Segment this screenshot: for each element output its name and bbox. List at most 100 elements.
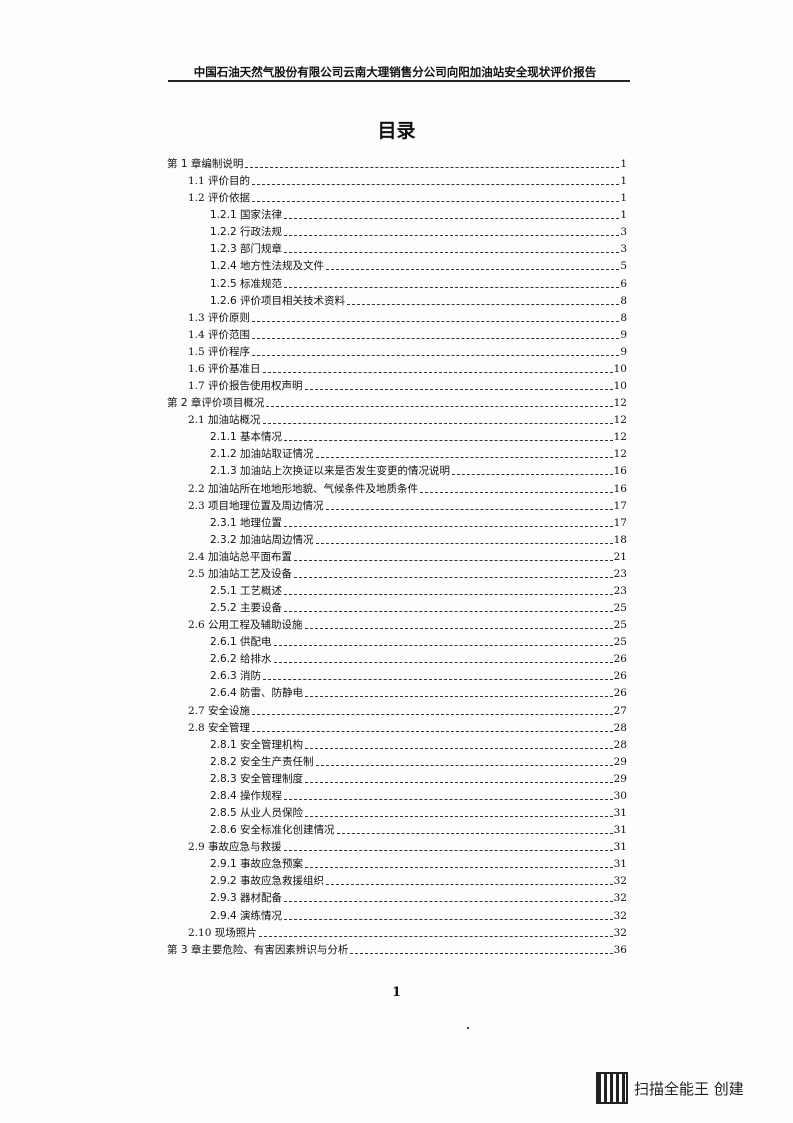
dot-leader [304, 389, 613, 391]
toc-entry-label: 第 1 章编制说明 [167, 158, 244, 170]
toc-entry-label: 2.9.1 事故应急预案 [210, 858, 304, 871]
toc-entry[interactable]: 2.10 现场照片 32 [188, 923, 627, 940]
toc-entry[interactable]: 2.3.1 地理位置 17 [210, 513, 627, 530]
toc-entry-label: 1.6 评价基准日 [188, 362, 261, 375]
toc-entry[interactable]: 2.5 加油站工艺及设备 23 [188, 564, 627, 581]
toc-entry[interactable]: 2.1.1 基本情况 12 [210, 427, 627, 444]
toc-entry[interactable]: 2.3.2 加油站周边情况 18 [210, 530, 627, 547]
toc-entry[interactable]: 2.1.3 加油站上次换证以来是否发生变更的情况说明 16 [210, 461, 627, 478]
toc-entry[interactable]: 1.2 评价依据 1 [188, 188, 627, 205]
toc-entry-label: 2.9.3 器材配备 [210, 892, 283, 905]
dot-leader [326, 269, 620, 271]
toc-entry[interactable]: 2.5.2 主要设备 25 [210, 598, 627, 615]
toc-entry[interactable]: 2.8.3 安全管理制度 29 [210, 769, 627, 786]
toc-entry[interactable]: 2.7 安全设施 27 [188, 701, 627, 718]
toc-entry[interactable]: 2.4 加油站总平面布置 21 [188, 547, 627, 564]
toc-entry-page: 36 [613, 943, 627, 956]
toc-entry[interactable]: 2.8 安全管理 28 [188, 718, 627, 735]
toc-entry[interactable]: 1.2.6 评价项目相关技术资料 8 [210, 291, 627, 308]
toc-entry-label: 2.8.5 从业人员保险 [210, 807, 304, 820]
toc-entry[interactable]: 1.3 评价原则 8 [188, 308, 627, 325]
dot-leader [304, 628, 613, 630]
dot-leader [252, 201, 620, 203]
toc-entry[interactable]: 2.5.1 工艺概述 23 [210, 581, 627, 598]
toc-entry[interactable]: 2.9.4 演练情况 32 [210, 906, 627, 923]
toc-entry-page: 1 [620, 209, 627, 222]
toc-entry-page: 17 [613, 516, 627, 529]
toc-entry-page: 25 [613, 636, 627, 649]
toc-entry-page: 9 [620, 345, 627, 358]
toc-entry-page: 25 [613, 602, 627, 615]
toc-entry[interactable]: 2.6.3 消防 26 [210, 666, 627, 683]
toc-entry[interactable]: 2.1 加油站概况 12 [188, 410, 627, 427]
dot-leader [347, 303, 620, 305]
toc-entry[interactable]: 1.5 评价程序 9 [188, 342, 627, 359]
toc-entry-page: 30 [613, 789, 627, 802]
toc-entry-label: 2.3.1 地理位置 [210, 516, 283, 529]
toc-entry[interactable]: 1.2.2 行政法规 3 [210, 222, 627, 239]
toc-entry-label: 2.8.2 安全生产责任制 [210, 755, 314, 768]
toc-entry-page: 29 [613, 755, 627, 768]
toc-entry-page: 5 [620, 260, 627, 273]
toc-entry[interactable]: 2.8.6 安全标准化创建情况 31 [210, 820, 627, 837]
page-number: 1 [391, 985, 402, 1000]
toc-entry-label: 2.3.2 加油站周边情况 [210, 533, 314, 546]
toc-entry-page: 23 [613, 567, 627, 580]
dot-leader [252, 354, 620, 356]
toc-entry-label: 2.8 安全管理 [188, 721, 251, 734]
toc-entry[interactable]: 2.6 公用工程及辅助设施 25 [188, 615, 627, 632]
toc-entry[interactable]: 1.2.3 部门规章 3 [210, 239, 627, 256]
toc-entry[interactable]: 1.2.1 国家法律 1 [210, 205, 627, 222]
dot-leader [252, 730, 613, 732]
toc-entry[interactable]: 1.6 评价基准日 10 [188, 359, 627, 376]
toc-entry[interactable]: 2.8.4 操作规程 30 [210, 786, 627, 803]
toc-entry-label: 1.2 评价依据 [188, 192, 251, 205]
dot-leader [452, 474, 613, 476]
toc-title: 目录 [377, 120, 416, 142]
toc-entry[interactable]: 1.1 评价目的 1 [188, 171, 627, 188]
dot-leader [284, 218, 620, 220]
toc-entry-page: 31 [613, 807, 627, 820]
toc-entry-page: 32 [613, 875, 627, 888]
toc-entry-label: 1.2.5 标准规范 [210, 277, 283, 290]
dot-leader [350, 952, 613, 954]
toc-entry-page: 16 [613, 465, 627, 478]
toc-entry[interactable]: 1.4 评价范围 9 [188, 325, 627, 342]
dot-leader [258, 935, 613, 937]
toc-entry-page: 1 [620, 192, 627, 205]
toc-entry[interactable]: 2.6.2 给排水 26 [210, 649, 627, 666]
toc-entry[interactable]: 第 2 章评价项目概况 12 [167, 393, 627, 410]
toc-entry[interactable]: 2.9 事故应急与救援 31 [188, 837, 627, 854]
toc-entry[interactable]: 2.6.1 供配电 25 [210, 632, 627, 649]
toc-entry-page: 21 [613, 550, 627, 563]
toc-entry-page: 3 [620, 243, 627, 256]
toc-entry[interactable]: 2.6.4 防雷、防静电 26 [210, 683, 627, 700]
toc-entry[interactable]: 第 3 章主要危险、有害因素辨识与分析 36 [167, 940, 627, 957]
dot-leader [284, 918, 613, 920]
toc-entry[interactable]: 1.7 评价报告使用权声明 10 [188, 376, 627, 393]
toc-entry[interactable]: 2.2 加油站所在地地形地貌、气候条件及地质条件 16 [188, 479, 627, 496]
toc-entry-page: 12 [613, 397, 627, 410]
toc-entry[interactable]: 2.1.2 加油站取证情况 12 [210, 444, 627, 461]
toc-entry-page: 12 [613, 448, 627, 461]
toc-entry-label: 2.6.4 防雷、防静电 [210, 687, 304, 700]
toc-entry[interactable]: 2.9.2 事故应急救援组织 32 [210, 871, 627, 888]
toc-entry[interactable]: 1.2.5 标准规范 6 [210, 274, 627, 291]
toc-entry-label: 2.6.1 供配电 [210, 636, 272, 649]
toc-entry-label: 2.6 公用工程及辅助设施 [188, 619, 303, 632]
toc-entry-label: 2.5.1 工艺概述 [210, 585, 283, 597]
toc-entry[interactable]: 2.8.1 安全管理机构 28 [210, 735, 627, 752]
toc-entry[interactable]: 2.8.2 安全生产责任制 29 [210, 752, 627, 769]
dot-leader [284, 798, 613, 800]
toc-entry-page: 12 [613, 414, 627, 427]
toc-entry[interactable]: 2.8.5 从业人员保险 31 [210, 803, 627, 820]
toc-entry[interactable]: 2.3 项目地理位置及周边情况 17 [188, 496, 627, 513]
toc-entry-page: 16 [613, 482, 627, 495]
dot-leader [252, 713, 613, 715]
toc-entry[interactable]: 1.2.4 地方性法规及文件 5 [210, 256, 627, 273]
dot-leader [284, 286, 620, 288]
toc-entry[interactable]: 第 1 章编制说明 1 [167, 154, 627, 171]
toc-entry[interactable]: 2.9.3 器材配备 32 [210, 888, 627, 905]
toc-entry-label: 2.6.3 消防 [210, 670, 262, 683]
toc-entry[interactable]: 2.9.1 事故应急预案 31 [210, 854, 627, 871]
